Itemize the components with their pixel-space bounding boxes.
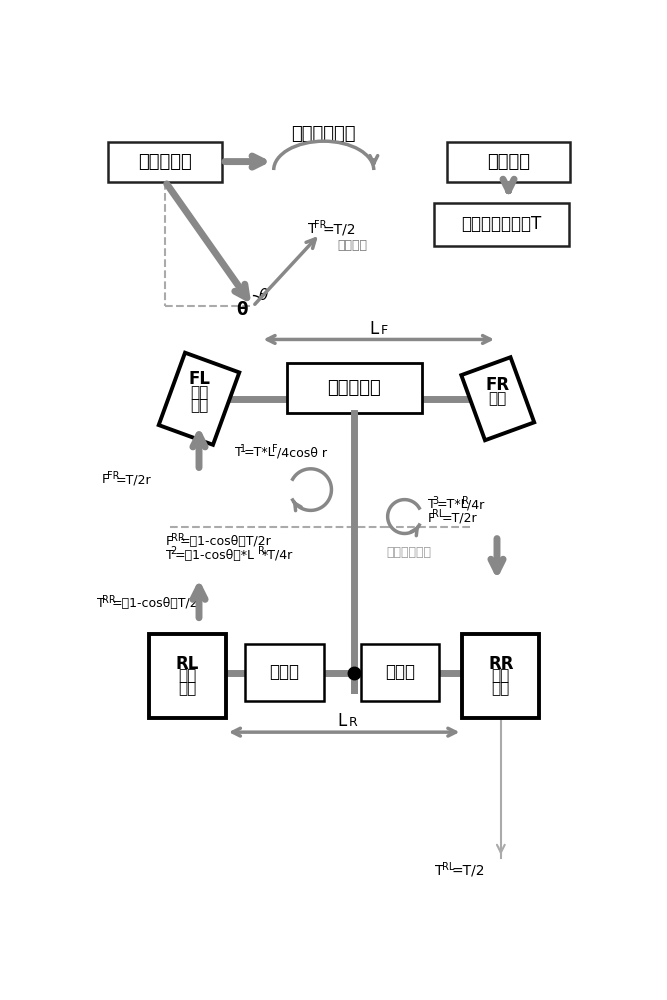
Text: F: F bbox=[381, 324, 388, 337]
Text: =T/2r: =T/2r bbox=[442, 512, 477, 525]
Text: =T*L: =T*L bbox=[436, 498, 468, 512]
Text: 向后: 向后 bbox=[492, 668, 510, 683]
Text: RL: RL bbox=[176, 655, 199, 673]
Text: 锁止: 锁止 bbox=[489, 391, 507, 406]
FancyBboxPatch shape bbox=[245, 644, 323, 701]
Text: =T/2r: =T/2r bbox=[116, 473, 151, 486]
Text: FR: FR bbox=[313, 220, 326, 230]
Text: F: F bbox=[102, 473, 109, 486]
Text: 向前: 向前 bbox=[190, 385, 208, 400]
Text: =T/2: =T/2 bbox=[452, 864, 485, 878]
FancyBboxPatch shape bbox=[149, 634, 226, 718]
Text: =（1-cosθ）*L: =（1-cosθ）*L bbox=[174, 549, 254, 562]
Text: L: L bbox=[369, 320, 378, 338]
Text: 前桥电机一: 前桥电机一 bbox=[327, 379, 381, 397]
FancyBboxPatch shape bbox=[434, 203, 568, 246]
Text: θ: θ bbox=[259, 288, 268, 303]
Text: *T/4r: *T/4r bbox=[262, 549, 293, 562]
Text: 驱动: 驱动 bbox=[178, 681, 197, 696]
Polygon shape bbox=[159, 353, 239, 445]
Text: L: L bbox=[338, 712, 347, 730]
Text: T: T bbox=[308, 222, 317, 236]
FancyBboxPatch shape bbox=[361, 644, 440, 701]
Text: T: T bbox=[235, 446, 243, 459]
Text: 3: 3 bbox=[432, 496, 438, 506]
Text: 车辆质心位置: 车辆质心位置 bbox=[386, 546, 431, 559]
FancyBboxPatch shape bbox=[462, 634, 540, 718]
FancyBboxPatch shape bbox=[447, 142, 570, 182]
Text: =（1-cosθ）T/2r: =（1-cosθ）T/2r bbox=[179, 535, 271, 548]
Text: T: T bbox=[97, 597, 104, 610]
Text: F: F bbox=[166, 535, 173, 548]
Text: 当前需求总扭矩T: 当前需求总扭矩T bbox=[461, 215, 542, 233]
Text: 最高车速: 最高车速 bbox=[338, 239, 368, 252]
Polygon shape bbox=[462, 357, 534, 440]
Text: R: R bbox=[257, 546, 264, 556]
Text: 电机二: 电机二 bbox=[269, 663, 299, 681]
Text: T: T bbox=[436, 864, 444, 878]
Text: FR: FR bbox=[486, 376, 510, 394]
Text: FR: FR bbox=[107, 471, 119, 481]
Text: 驱动: 驱动 bbox=[492, 681, 510, 696]
Text: 电机三: 电机三 bbox=[385, 663, 415, 681]
Text: RR: RR bbox=[488, 655, 514, 673]
Text: =（1-cosθ）T/2: =（1-cosθ）T/2 bbox=[112, 597, 199, 610]
Text: RR: RR bbox=[171, 533, 184, 543]
Text: F: F bbox=[272, 444, 277, 454]
Text: FL: FL bbox=[188, 370, 210, 388]
Text: /4cosθ r: /4cosθ r bbox=[277, 446, 327, 459]
FancyBboxPatch shape bbox=[108, 142, 222, 182]
Text: =T*L: =T*L bbox=[243, 446, 275, 459]
Text: T: T bbox=[428, 498, 436, 512]
Text: 油门开度: 油门开度 bbox=[487, 153, 530, 171]
Text: 向前: 向前 bbox=[178, 668, 197, 683]
Text: 2: 2 bbox=[171, 546, 177, 556]
Text: =T/2: =T/2 bbox=[323, 222, 356, 236]
Text: 方向盘转角: 方向盘转角 bbox=[138, 153, 192, 171]
Text: R: R bbox=[462, 496, 469, 506]
Text: RL: RL bbox=[432, 509, 445, 519]
Text: 期望转向方向: 期望转向方向 bbox=[291, 125, 356, 143]
Text: T: T bbox=[166, 549, 173, 562]
Text: θ: θ bbox=[236, 301, 248, 319]
Text: 驱动: 驱动 bbox=[190, 398, 208, 413]
FancyBboxPatch shape bbox=[287, 363, 422, 413]
Text: /4r: /4r bbox=[467, 498, 484, 512]
Text: RL: RL bbox=[442, 862, 454, 872]
Text: F: F bbox=[428, 512, 435, 525]
Text: R: R bbox=[349, 716, 358, 729]
Text: RR: RR bbox=[102, 595, 116, 605]
Text: 1: 1 bbox=[240, 444, 246, 454]
